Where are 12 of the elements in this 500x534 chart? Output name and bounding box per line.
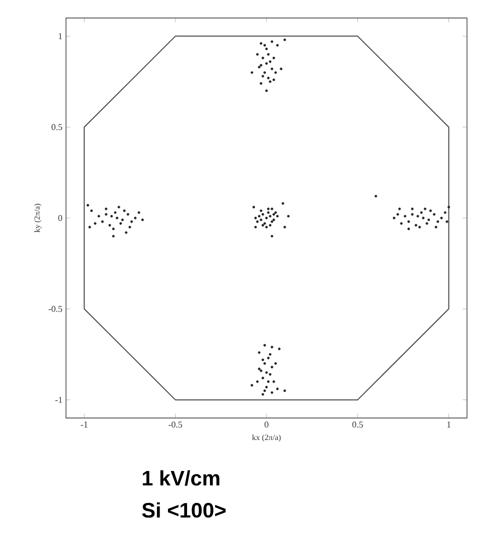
y-tick-label: -0.5 xyxy=(48,306,62,312)
x-tick-label: 0 xyxy=(264,422,268,428)
x-tick-label: 0.5 xyxy=(352,422,363,428)
y-tick-label: 1 xyxy=(58,33,62,40)
y-tick-label: -1 xyxy=(55,396,62,403)
text: Si <100> xyxy=(142,502,226,518)
y-tick-label: 0.5 xyxy=(52,124,62,130)
x-tick-label: -0.5 xyxy=(168,422,182,428)
x-tick-label: -1 xyxy=(80,422,88,428)
text: 1 kV/cm xyxy=(142,470,220,486)
x-tick-label: 1 xyxy=(447,422,450,428)
y-tick-label: 0 xyxy=(58,214,62,222)
